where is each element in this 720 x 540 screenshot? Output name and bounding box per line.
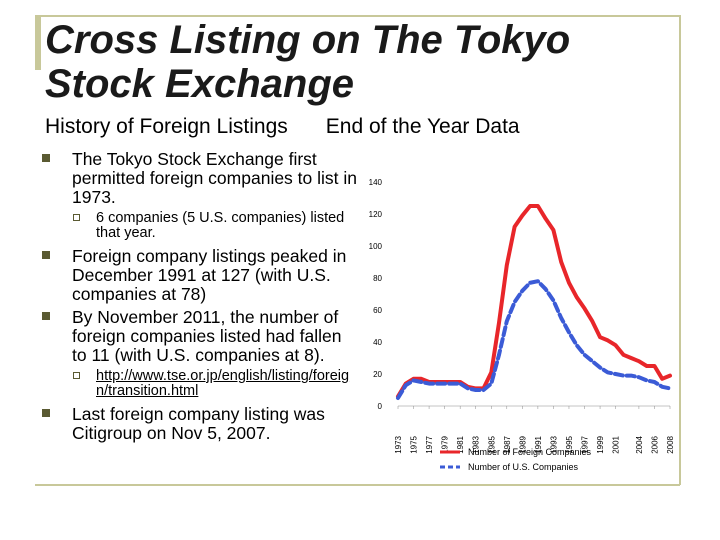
slide-frame-right — [679, 15, 681, 485]
slide-frame-left — [35, 15, 41, 70]
y-tick-label: 0 — [378, 402, 383, 411]
x-tick-label: 1981 — [456, 435, 465, 453]
x-tick-label: 1995 — [565, 435, 574, 453]
y-tick-label: 20 — [373, 370, 382, 379]
legend-label: Number of Foreign Companies — [468, 447, 592, 457]
sub-bullet-item: 6 companies (5 U.S. companies) listed th… — [40, 211, 360, 241]
x-tick-label: 1973 — [394, 435, 403, 453]
x-tick-label: 1997 — [581, 435, 590, 453]
x-tick-label: 1999 — [596, 435, 605, 453]
x-tick-label: 1985 — [487, 435, 496, 453]
x-tick-label: 2006 — [650, 435, 659, 453]
x-tick-label: 1993 — [549, 435, 558, 453]
series-line-us — [396, 279, 672, 400]
bullet-item: Foreign company listings peaked in Decem… — [40, 247, 360, 304]
bullet-item: The Tokyo Stock Exchange first permitted… — [40, 150, 360, 207]
x-tick-label: 2008 — [666, 435, 675, 453]
y-tick-label: 40 — [373, 338, 382, 347]
bullet-text: By November 2011, the number of foreign … — [72, 307, 342, 365]
legend-label: Number of U.S. Companies — [468, 462, 579, 472]
slide-frame-bottom — [35, 484, 680, 486]
square-bullet-icon — [42, 312, 50, 320]
bullet-text: The Tokyo Stock Exchange first permitted… — [72, 149, 357, 207]
sub-bullet-text: 6 companies (5 U.S. companies) listed th… — [96, 210, 345, 241]
slide-title: Cross Listing on The Tokyo Stock Exchang… — [45, 18, 571, 106]
series-line-foreign — [396, 204, 672, 399]
x-tick-label: 1989 — [518, 435, 527, 453]
square-bullet-icon — [42, 154, 50, 162]
bullet-item: By November 2011, the number of foreign … — [40, 308, 360, 365]
slide-subtitle: History of Foreign Listings End of the Ye… — [45, 115, 520, 139]
hollow-square-bullet-icon — [73, 214, 80, 221]
subtitle-left: History of Foreign Listings — [45, 115, 288, 138]
subtitle-right: End of the Year Data — [325, 115, 520, 138]
bullet-text: Last foreign company listing was Citigro… — [72, 404, 325, 443]
slide-frame-top — [35, 15, 680, 17]
x-tick-label: 1979 — [441, 435, 450, 453]
y-tick-label: 60 — [373, 306, 382, 315]
x-tick-label: 1987 — [503, 435, 512, 453]
x-tick-label: 2001 — [612, 435, 621, 453]
x-tick-label: 1983 — [472, 435, 481, 453]
bullet-list: The Tokyo Stock Exchange first permitted… — [40, 150, 360, 447]
bullet-item: Last foreign company listing was Citigro… — [40, 405, 360, 443]
x-tick-label: 2004 — [635, 435, 644, 453]
source-link[interactable]: http://www.tse.or.jp/english/listing/for… — [96, 368, 350, 399]
x-tick-label: 1975 — [410, 435, 419, 453]
y-tick-label: 80 — [373, 274, 382, 283]
square-bullet-icon — [42, 409, 50, 417]
y-tick-label: 120 — [369, 210, 383, 219]
y-tick-label: 140 — [369, 178, 383, 187]
y-tick-label: 100 — [369, 242, 383, 251]
listings-line-chart: 0 20 40 60 80 100 120 140 1973 1975 1977 1979 1981 19… — [369, 178, 675, 472]
bullet-text: Foreign company listings peaked in Decem… — [72, 246, 347, 304]
x-tick-label: 1991 — [534, 435, 543, 453]
square-bullet-icon — [42, 251, 50, 259]
sub-bullet-item: http://www.tse.or.jp/english/listing/for… — [40, 369, 360, 399]
hollow-square-bullet-icon — [73, 372, 80, 379]
x-tick-label: 1977 — [425, 435, 434, 453]
